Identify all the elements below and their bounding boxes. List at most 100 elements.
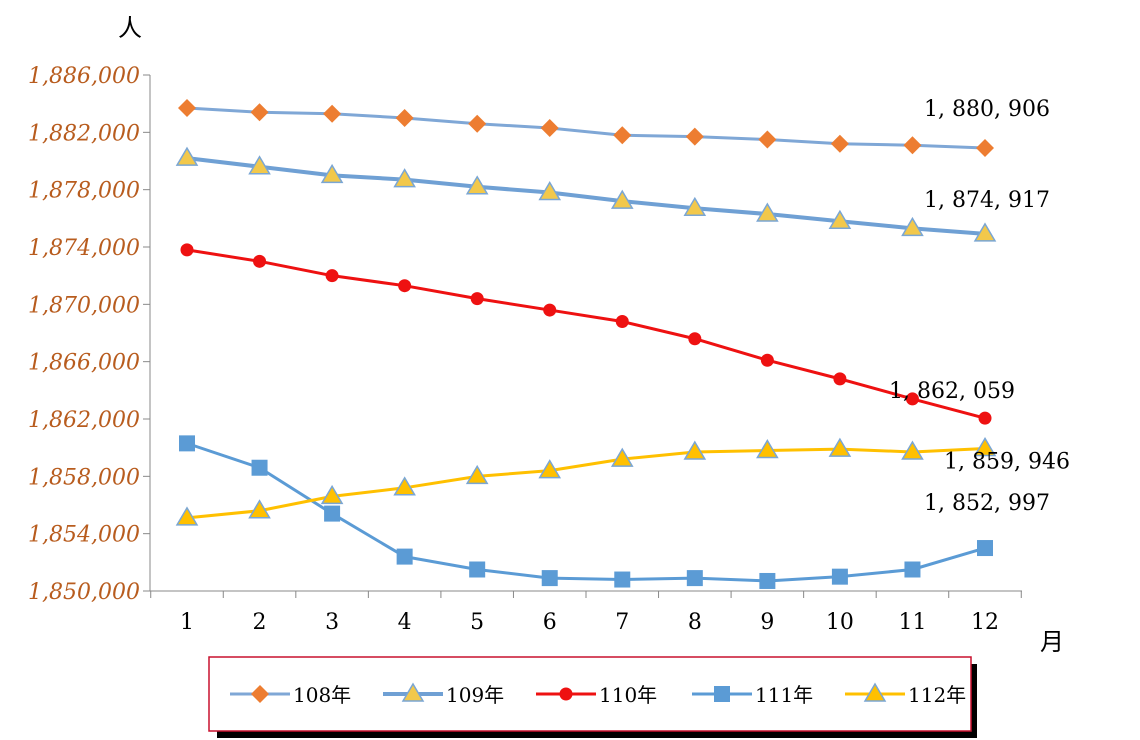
data-point (613, 126, 632, 145)
data-point (685, 127, 704, 146)
x-tick-label: 7 (615, 610, 629, 635)
data-point (973, 222, 997, 242)
end-value-label: 1, 880, 906 (924, 97, 1050, 122)
y-tick-label: 1,874,000 (28, 236, 140, 261)
y-tick-label: 1,870,000 (28, 293, 140, 318)
data-point (323, 104, 342, 123)
data-point (541, 570, 558, 587)
data-point (398, 279, 412, 293)
x-tick-label: 2 (253, 610, 267, 635)
series-5 (175, 436, 997, 526)
legend-label: 108年 (293, 683, 351, 707)
data-point (320, 163, 344, 184)
data-point (393, 168, 416, 188)
legend-marker (401, 682, 425, 702)
series-line (186, 446, 986, 520)
legend-label: 109年 (446, 683, 504, 707)
x-tick-label: 10 (826, 610, 854, 635)
series-2 (175, 146, 997, 242)
x-tick-label: 4 (398, 610, 412, 635)
data-point (978, 411, 992, 425)
data-point (325, 269, 339, 283)
data-point (830, 134, 849, 153)
legend-label: 111年 (755, 683, 813, 707)
data-point (758, 130, 777, 149)
data-point (251, 459, 268, 476)
data-point (756, 202, 779, 222)
legend-marker (251, 685, 269, 703)
data-point (615, 315, 629, 329)
data-point (180, 243, 194, 257)
data-point (828, 209, 852, 229)
data-point (253, 254, 267, 268)
series-layer (175, 98, 997, 589)
legend-marker (863, 682, 887, 702)
data-point (683, 196, 707, 217)
data-point (538, 181, 562, 201)
data-point (396, 548, 413, 565)
data-point (903, 136, 922, 155)
data-point (395, 109, 414, 127)
end-value-label: 1, 874, 917 (924, 188, 1050, 213)
x-tick-label: 11 (898, 610, 926, 635)
x-tick-label: 5 (470, 610, 484, 635)
end-value-label: 1, 862, 059 (889, 379, 1015, 404)
data-point (905, 392, 919, 406)
data-point (248, 155, 271, 175)
data-point (688, 332, 702, 346)
data-point (470, 292, 484, 306)
legend-item: 109年 (383, 682, 504, 707)
data-point (976, 139, 994, 158)
data-point (469, 561, 486, 578)
y-tick-label: 1,854,000 (28, 523, 140, 548)
end-value-label: 1, 852, 997 (924, 491, 1050, 516)
data-point (465, 175, 489, 195)
legend-item: 108年 (230, 683, 351, 707)
legend: 108年 109年 110年 111年 112年 (208, 656, 977, 738)
data-point (324, 505, 341, 522)
data-point (610, 447, 634, 467)
data-point (540, 119, 559, 138)
legend-marker (559, 687, 573, 701)
data-point (175, 506, 199, 526)
legend-item: 110年 (536, 683, 657, 707)
data-point (901, 440, 924, 460)
x-tick-label: 12 (971, 610, 999, 635)
y-tick-label: 1,886,000 (28, 64, 140, 89)
data-point (683, 440, 707, 460)
data-point (465, 464, 489, 485)
legend-item: 111年 (692, 683, 813, 707)
legend-marker (714, 686, 730, 702)
y-tick-label: 1,878,000 (28, 179, 140, 204)
x-axis-unit-label: 月 (1040, 628, 1064, 656)
x-tick-label: 6 (543, 610, 557, 635)
data-point (468, 114, 487, 133)
data-point (901, 216, 924, 237)
x-tick-label: 9 (760, 610, 774, 635)
axes: 1,850,000 1,854,000 1,858,000 1,862,000 1,86… (28, 64, 1022, 635)
data-point (756, 439, 779, 459)
data-point (760, 353, 774, 367)
data-point (250, 103, 269, 122)
data-point (614, 571, 631, 588)
series-line (186, 441, 986, 583)
series-line (186, 156, 986, 236)
data-point (320, 484, 344, 505)
data-point (973, 436, 997, 457)
data-point (175, 146, 199, 166)
data-point (538, 459, 562, 479)
legend-label: 110年 (599, 683, 657, 707)
series-line (186, 106, 986, 150)
series-line (186, 248, 986, 420)
data-point (828, 437, 852, 457)
data-labels: 1, 880, 906 1, 874, 917 1, 862, 059 1, 852,… (889, 97, 1070, 516)
series-3 (180, 243, 992, 425)
y-axis-unit-label: 人 (118, 14, 142, 42)
y-tick-label: 1,882,000 (28, 121, 140, 146)
legend-item: 112年 (845, 682, 966, 707)
data-point (904, 561, 921, 578)
data-point (610, 189, 634, 209)
data-point (831, 568, 848, 585)
x-tick-label: 3 (325, 610, 339, 635)
